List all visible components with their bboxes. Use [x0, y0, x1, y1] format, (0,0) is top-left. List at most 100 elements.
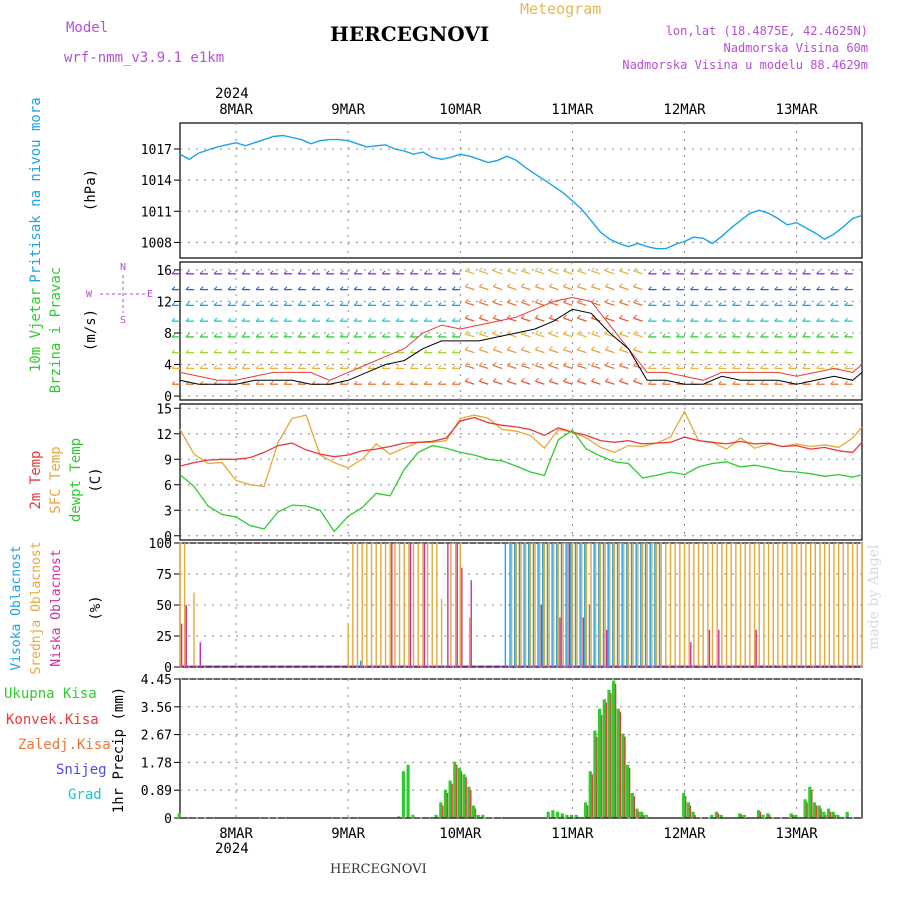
wind-arrow-head — [423, 270, 428, 275]
wind-arrow-head — [185, 333, 190, 338]
wind-arrow-head — [816, 349, 820, 354]
wind-arrow-head — [311, 333, 316, 338]
precip-bar — [719, 814, 723, 818]
wind-arrow — [493, 270, 503, 275]
wind-arrow — [521, 380, 531, 385]
precip-bar — [397, 816, 401, 818]
precip-bar — [689, 805, 692, 818]
precip-bar — [682, 793, 686, 818]
precip-bar — [453, 761, 457, 818]
wind-arrow — [535, 364, 545, 370]
wind-arrow-head — [802, 365, 806, 369]
wind-arrow-head — [241, 270, 246, 275]
wind-arrow-head — [563, 330, 567, 335]
wind-arrow-head — [549, 377, 553, 382]
wind-arrow — [479, 270, 489, 275]
precip-bar — [406, 764, 410, 818]
temp-ytick-label: 12 — [156, 428, 172, 443]
wind-arrow-head — [171, 317, 176, 322]
wind-arrow-head — [605, 346, 609, 351]
wind-arrow-head — [423, 349, 428, 354]
compass-n: N — [120, 262, 126, 273]
wind-arrow-head — [353, 365, 358, 369]
wind-arrow-head — [830, 365, 834, 369]
wind-arrow-head — [549, 362, 553, 366]
wind-arrow-head — [662, 302, 666, 306]
wind-arrow-head — [241, 365, 246, 369]
wind-arrow-head — [451, 270, 456, 275]
wind-arrow-head — [185, 349, 190, 354]
wind-arrow — [591, 380, 601, 385]
precip-bar — [836, 814, 840, 818]
cloud-ytick-label: 100 — [149, 537, 172, 552]
wind-arrow — [563, 317, 573, 322]
wind-arrow-head — [409, 302, 414, 306]
pressure-line — [179, 134, 863, 250]
wind-arrow-head — [676, 286, 680, 290]
precip-bar — [614, 683, 617, 818]
wind-arrow-head — [311, 365, 316, 369]
wind-arrow — [619, 364, 629, 370]
wind-arrow-head — [718, 317, 722, 322]
wind-arrow-head — [297, 270, 302, 275]
wind-arrow-head — [535, 314, 539, 319]
wind-arrow — [479, 317, 489, 322]
wind-arrow-head — [171, 302, 176, 306]
precip-bar — [710, 814, 714, 818]
wind-arrow-head — [199, 333, 204, 338]
wind-arrow-head — [395, 365, 400, 369]
pressure-ytick-label: 1008 — [141, 236, 172, 251]
wind-arrow-head — [563, 346, 567, 351]
wind-arrow-head — [676, 302, 680, 306]
wind-arrow-head — [633, 283, 637, 287]
wind-arrow — [633, 333, 643, 338]
model-label: Model — [66, 20, 109, 36]
precip-bar — [574, 814, 578, 818]
precip-bar — [602, 699, 606, 818]
wind-arrow-head — [718, 270, 722, 275]
wind-arrow-head — [830, 380, 834, 385]
wind-arrow-head — [241, 317, 246, 322]
wind-arrow-head — [802, 286, 806, 290]
wind-arrow-head — [241, 333, 246, 338]
wind-arrow-head — [367, 333, 372, 338]
wind-arrow-head — [325, 302, 330, 306]
precip-bar — [586, 805, 589, 818]
wind-arrow — [633, 285, 643, 291]
wind-arrow-head — [269, 317, 274, 322]
wind-arrow-head — [633, 362, 637, 366]
wind-arrow-head — [788, 317, 792, 322]
wind-unit-label: (m/s) — [83, 309, 99, 351]
wind-arrow-head — [311, 349, 316, 354]
wind-arrow-head — [563, 377, 567, 382]
wind-arrow-head — [423, 302, 428, 306]
wind-arrow — [465, 285, 475, 291]
wind-arrow-head — [520, 267, 525, 272]
wind-arrow-head — [704, 270, 708, 275]
wind-arrow-head — [464, 314, 469, 319]
wind-arrow-head — [788, 333, 792, 338]
wind-arrow-head — [506, 267, 511, 272]
wind-arrow-head — [648, 349, 652, 354]
wind-arrow-head — [844, 380, 849, 385]
wind-arrow-head — [718, 365, 722, 369]
wind-arrow-head — [353, 286, 358, 290]
wind-arrow-head — [830, 302, 834, 306]
wind-arrow-head — [676, 349, 680, 354]
wind-arrow-head — [662, 270, 666, 275]
precip-bar — [451, 783, 453, 818]
wind-arrow-head — [676, 317, 680, 322]
wind-arrow-head — [185, 302, 190, 306]
compass-w: W — [86, 289, 93, 300]
wind-arrow-head — [227, 286, 232, 290]
precip-bar — [470, 789, 472, 818]
precip-bar — [806, 802, 808, 818]
wind-arrow-head — [269, 349, 274, 354]
precip-bar — [619, 711, 621, 818]
wind-arrow-head — [437, 349, 442, 354]
wind-arrow — [633, 317, 643, 322]
wind-arrow — [479, 285, 489, 291]
wind-arrow-head — [353, 302, 358, 306]
wind-arrow-head — [816, 380, 820, 385]
wind-arrow-head — [227, 270, 232, 275]
